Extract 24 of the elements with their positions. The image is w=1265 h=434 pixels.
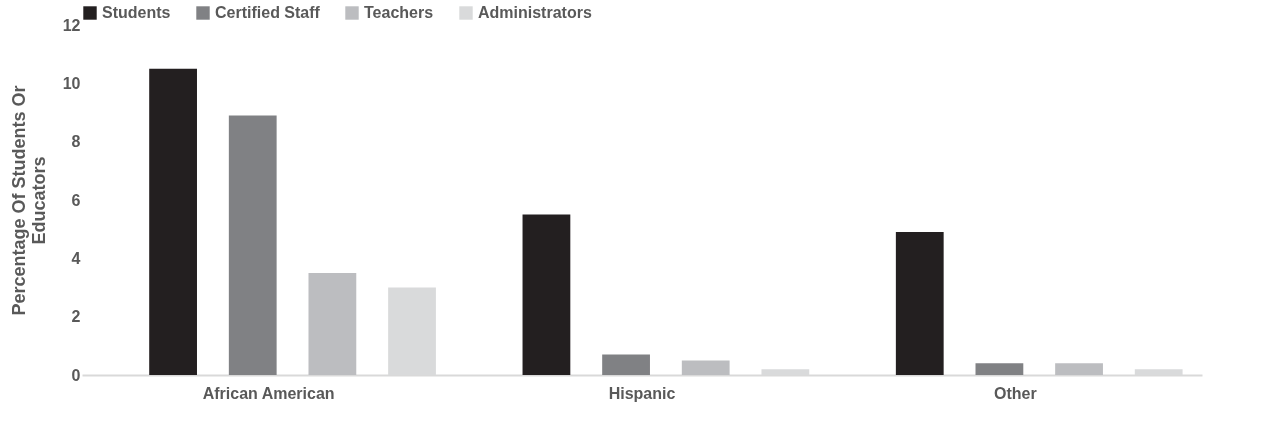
bar [308, 272, 357, 375]
bar [1055, 363, 1103, 375]
y-tick-label: 0 [71, 366, 81, 384]
bar [975, 363, 1024, 375]
bar [522, 214, 571, 375]
bar [895, 232, 944, 375]
bar [149, 68, 197, 375]
legend-label: Certified Staff [215, 4, 321, 21]
x-tick-label: African American [202, 384, 335, 402]
legend-label: Administrators [478, 4, 592, 21]
x-tick-label: Other [994, 384, 1037, 402]
y-tick-label: 2 [71, 308, 81, 326]
y-tick-label: 8 [71, 133, 81, 151]
y-tick-label: 10 [62, 74, 81, 92]
bar [228, 115, 277, 375]
y-tick-label: 4 [71, 249, 81, 267]
y-axis-title: Percentage Of Students Or Educators [8, 85, 49, 316]
legend-label: Students [102, 4, 171, 21]
y-tick-label: 6 [71, 191, 81, 209]
legend-label: Teachers [364, 4, 434, 21]
y-tick-label: 12 [62, 16, 81, 34]
bar [602, 354, 650, 375]
x-tick-label: Hispanic [608, 384, 676, 402]
bar [681, 360, 730, 375]
